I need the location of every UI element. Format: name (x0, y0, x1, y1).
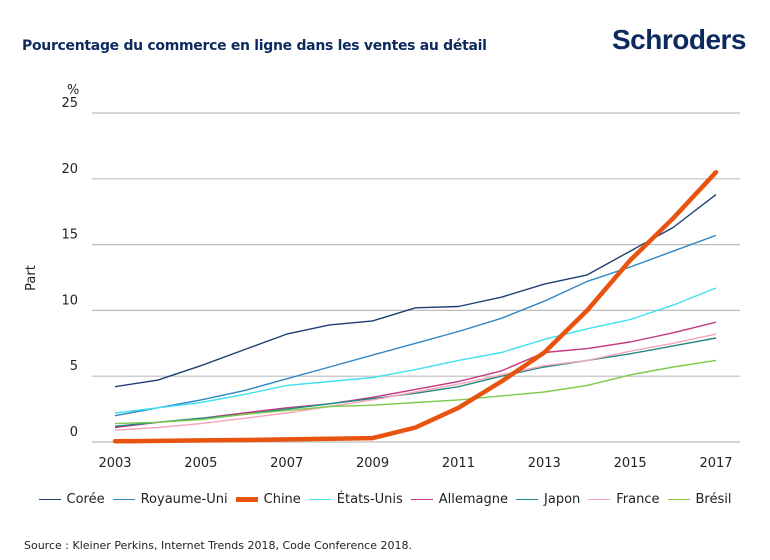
legend-swatch (667, 499, 690, 500)
x-tick-label: 2005 (184, 456, 217, 471)
legend-label: Japon (544, 492, 581, 507)
series-line-etats-unis (114, 287, 717, 414)
y-axis-ticks: 0 5 10 15 20 25 (61, 96, 78, 440)
y-tick-label: 10 (61, 293, 78, 308)
legend-label: France (616, 492, 660, 507)
x-tick-label: 2017 (699, 456, 732, 471)
legend-item: Chine (235, 492, 301, 507)
y-tick-label: 20 (61, 162, 78, 177)
legend-label: Brésil (695, 492, 732, 507)
source-note: Source : Kleiner Perkins, Internet Trend… (24, 539, 412, 552)
legend-item: États-Unis (308, 492, 403, 507)
y-tick-label: 15 (61, 228, 78, 243)
legend-label: Chine (263, 492, 301, 507)
legend-item: Brésil (667, 492, 732, 507)
x-tick-label: 2013 (528, 456, 561, 471)
x-axis-ticks: 2003 2005 2007 2009 2011 2013 2015 2017 (98, 456, 732, 471)
legend-swatch (38, 499, 61, 500)
legend-label: États-Unis (336, 492, 403, 507)
legend-swatch (235, 497, 258, 502)
chart-legend: Corée Royaume-Uni Chine États-Unis Allemagne… (0, 492, 770, 507)
chart-title: Pourcentage du commerce en ligne dans le… (22, 38, 487, 54)
legend-swatch (308, 499, 331, 500)
series-line-bresil (114, 359, 717, 425)
legend-label: Allemagne (438, 492, 509, 507)
series-line-japon (114, 337, 717, 427)
legend-swatch (410, 499, 433, 500)
gridlines (92, 112, 740, 443)
legend-label: Royaume-Uni (140, 492, 228, 507)
y-tick-label: 5 (70, 359, 78, 374)
series-line-allemagne (114, 321, 717, 429)
y-axis-label: Part (24, 265, 39, 291)
series-lines (112, 169, 719, 444)
legend-swatch (588, 499, 611, 500)
x-tick-label: 2003 (98, 456, 131, 471)
legend-label: Corée (66, 492, 105, 507)
x-tick-label: 2007 (270, 456, 303, 471)
y-tick-label: 25 (61, 96, 78, 111)
series-line-coree (114, 194, 717, 388)
legend-swatch (516, 499, 539, 500)
x-tick-label: 2011 (442, 456, 475, 471)
legend-item: France (588, 492, 660, 507)
legend-item: Royaume-Uni (112, 492, 228, 507)
y-tick-label: 0 (70, 425, 78, 440)
legend-item: Japon (516, 492, 580, 507)
x-tick-label: 2015 (614, 456, 647, 471)
x-tick-label: 2009 (356, 456, 389, 471)
series-line-chine (112, 169, 719, 444)
series-line-royaume-uni (114, 234, 717, 417)
schroders-logo: Schroders (612, 24, 747, 55)
series-line-france (114, 333, 717, 431)
y-axis-unit: % (67, 83, 79, 98)
legend-swatch (112, 499, 135, 500)
legend-item: Allemagne (410, 492, 509, 507)
legend-item: Corée (38, 492, 105, 507)
